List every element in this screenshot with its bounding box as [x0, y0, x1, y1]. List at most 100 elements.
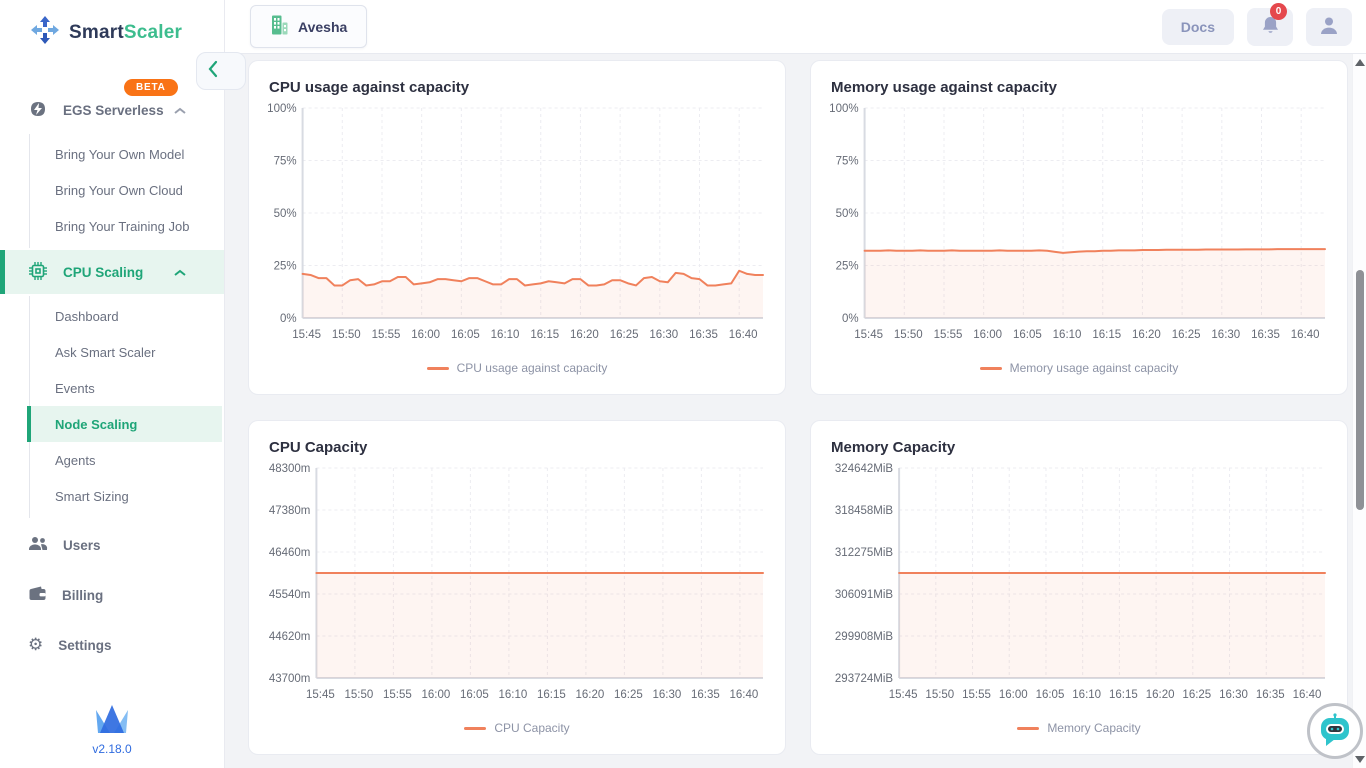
svg-text:16:15: 16:15	[530, 329, 559, 341]
version-box: v2.18.0	[0, 703, 224, 756]
svg-text:16:10: 16:10	[491, 329, 520, 341]
svg-text:16:10: 16:10	[1053, 329, 1082, 341]
svg-text:15:50: 15:50	[925, 689, 954, 701]
header-actions: Docs 0	[1161, 2, 1352, 46]
svg-text:16:30: 16:30	[649, 329, 678, 341]
svg-text:44620m: 44620m	[269, 631, 311, 643]
svg-text:16:05: 16:05	[451, 329, 480, 341]
top-header: Avesha Docs 0	[225, 0, 1366, 54]
sidebar-item-node-scaling[interactable]: Node Scaling	[27, 406, 222, 442]
svg-text:43700m: 43700m	[269, 673, 311, 685]
svg-text:16:30: 16:30	[1219, 689, 1248, 701]
svg-text:100%: 100%	[829, 103, 858, 115]
bell-icon	[1260, 15, 1281, 39]
svg-text:16:15: 16:15	[537, 689, 566, 701]
chart-card-cpu-capacity: CPU Capacity 43700m 44620m 45540m 46460m 473…	[248, 420, 786, 755]
svg-text:16:15: 16:15	[1092, 329, 1121, 341]
svg-text:75%: 75%	[274, 156, 297, 168]
svg-text:16:20: 16:20	[1132, 329, 1161, 341]
legend-line-swatch	[426, 366, 449, 370]
sidebar-item-agents[interactable]: Agents	[55, 452, 96, 468]
avesha-crown-logo	[91, 705, 133, 739]
svg-text:16:40: 16:40	[1291, 329, 1320, 341]
svg-text:0%: 0%	[280, 313, 297, 325]
chart-title: Memory usage against capacity	[831, 79, 1057, 96]
collapse-sidebar-button[interactable]	[196, 52, 246, 90]
svg-text:16:30: 16:30	[1211, 329, 1240, 341]
sidebar-item-cpu-scaling[interactable]: CPU Scaling	[0, 250, 224, 294]
svg-text:48300m: 48300m	[269, 463, 311, 475]
building-icon	[270, 14, 289, 39]
svg-text:312275MiB: 312275MiB	[835, 547, 894, 559]
svg-text:15:45: 15:45	[854, 329, 883, 341]
svg-text:16:25: 16:25	[1182, 689, 1211, 701]
dashboard-content: CPU usage against capacity 0% 25% 50% 75% 10…	[225, 54, 1352, 768]
profile-button[interactable]	[1306, 7, 1352, 46]
beta-badge: BETA	[124, 79, 178, 96]
chevron-left-icon	[206, 59, 220, 84]
legend-line-swatch	[1017, 726, 1040, 730]
gear-icon: ⚙	[28, 634, 44, 655]
sidebar-item-egs-serverless[interactable]: EGS Serverless	[0, 88, 224, 132]
person-icon	[1318, 15, 1340, 39]
svg-text:293724MiB: 293724MiB	[835, 673, 894, 685]
sidebar-item-bring-your-training-job[interactable]: Bring Your Training Job	[55, 218, 190, 234]
scroll-down-arrow-icon[interactable]	[1355, 756, 1365, 763]
egs-serverless-submenu: Bring Your Own Model Bring Your Own Clou…	[0, 132, 224, 250]
nav-section-cpu-scaling: CPU Scaling Dashboard Ask Smart Scaler E…	[0, 250, 224, 520]
svg-text:16:20: 16:20	[570, 329, 599, 341]
sidebar-item-bring-your-own-model[interactable]: Bring Your Own Model	[55, 146, 185, 162]
svg-text:16:00: 16:00	[973, 329, 1002, 341]
sidebar-item-settings[interactable]: ⚙ Settings	[28, 634, 112, 655]
sidebar-item-users[interactable]: Users	[0, 520, 224, 570]
chart-legend: Memory usage against capacity	[827, 361, 1331, 375]
billing-wallet-icon	[28, 585, 47, 605]
svg-text:25%: 25%	[274, 261, 297, 273]
memory-usage-chart: 0% 25% 50% 75% 100% 15:45 15:50 15:55 16:00 16:05…	[829, 103, 1326, 341]
svg-text:15:55: 15:55	[372, 329, 401, 341]
sidebar-item-billing[interactable]: Billing	[0, 570, 224, 620]
cpu-chip-icon	[28, 261, 48, 284]
svg-text:16:35: 16:35	[1251, 329, 1280, 341]
svg-text:15:45: 15:45	[306, 689, 335, 701]
notifications-button[interactable]: 0	[1247, 2, 1293, 46]
svg-text:16:30: 16:30	[653, 689, 682, 701]
svg-text:15:50: 15:50	[345, 689, 374, 701]
svg-text:16:05: 16:05	[1013, 329, 1042, 341]
scrollbar[interactable]	[1352, 54, 1366, 768]
svg-text:15:55: 15:55	[962, 689, 991, 701]
svg-text:25%: 25%	[836, 261, 859, 273]
sidebar-item-dashboard[interactable]: Dashboard	[55, 308, 119, 324]
svg-text:16:05: 16:05	[1036, 689, 1065, 701]
svg-text:16:40: 16:40	[729, 329, 758, 341]
scrollbar-thumb[interactable]	[1356, 270, 1364, 510]
svg-text:16:25: 16:25	[614, 689, 643, 701]
svg-text:16:25: 16:25	[1172, 329, 1201, 341]
cpu-scaling-submenu: Dashboard Ask Smart Scaler Events Node S…	[0, 294, 224, 520]
svg-text:16:00: 16:00	[411, 329, 440, 341]
svg-text:16:40: 16:40	[1293, 689, 1322, 701]
svg-text:306091MiB: 306091MiB	[835, 589, 894, 601]
sidebar-item-events[interactable]: Events	[55, 380, 95, 396]
chart-card-memory-usage: Memory usage against capacity 0% 25% 50% 75…	[810, 60, 1348, 395]
nav-section-egs-serverless: BETA EGS Serverless Bring Your Own Model…	[0, 79, 224, 250]
app-title: SmartScaler	[69, 21, 183, 43]
chart-title: CPU Capacity	[269, 439, 368, 456]
organization-button[interactable]: Avesha	[250, 5, 368, 48]
svg-text:16:10: 16:10	[499, 689, 528, 701]
chart-legend: CPU usage against capacity	[265, 361, 769, 375]
svg-text:318458MiB: 318458MiB	[835, 505, 894, 517]
chatbot-button[interactable]	[1307, 703, 1363, 759]
scroll-up-arrow-icon[interactable]	[1355, 59, 1365, 66]
sidebar-item-bring-your-own-cloud[interactable]: Bring Your Own Cloud	[55, 182, 183, 198]
svg-text:0%: 0%	[842, 313, 859, 325]
app-logo: SmartScaler	[0, 0, 224, 64]
svg-text:100%: 100%	[267, 103, 296, 115]
serverless-icon	[28, 99, 48, 122]
svg-text:15:50: 15:50	[332, 329, 361, 341]
sidebar-item-ask-smart-scaler[interactable]: Ask Smart Scaler	[55, 344, 156, 360]
sidebar-item-smart-sizing[interactable]: Smart Sizing	[55, 488, 129, 504]
docs-button[interactable]: Docs	[1161, 8, 1234, 45]
svg-text:16:05: 16:05	[460, 689, 489, 701]
chevron-up-icon	[174, 265, 186, 280]
